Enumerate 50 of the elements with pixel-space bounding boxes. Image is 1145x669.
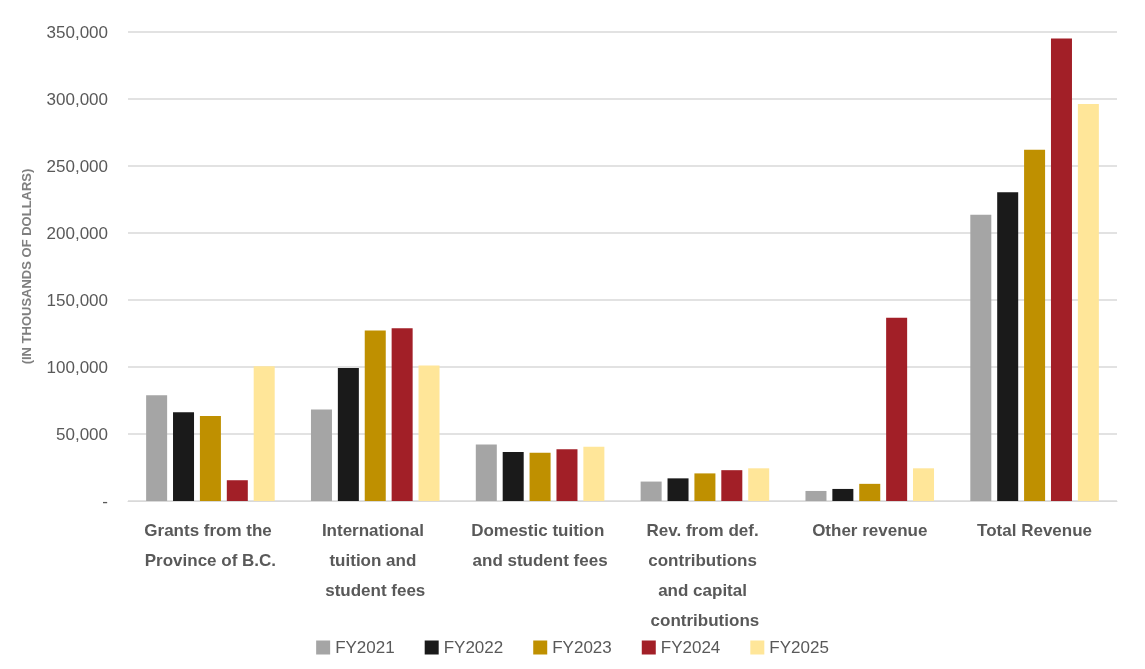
x-tick-label: International tuition and student fees — [321, 520, 429, 600]
bar — [556, 449, 578, 501]
bar — [694, 473, 716, 501]
y-tick-label: 300,000 — [46, 89, 108, 109]
bar — [1024, 149, 1046, 501]
x-tick-label: Domestic tuition and student fees — [471, 520, 610, 570]
bar — [364, 330, 386, 501]
y-tick-label: - — [102, 491, 108, 511]
legend-label: FY2021 — [335, 638, 395, 657]
bar — [859, 483, 881, 501]
bar — [146, 395, 168, 501]
bar — [913, 468, 935, 501]
bar — [529, 452, 551, 501]
bar — [226, 480, 248, 501]
bar — [721, 470, 743, 501]
bar — [997, 192, 1019, 501]
y-tick-label: 350,000 — [46, 22, 108, 42]
bar — [337, 368, 359, 501]
legend-label: FY2025 — [769, 638, 829, 657]
bar — [805, 490, 827, 501]
bar — [253, 366, 275, 501]
bar — [391, 328, 413, 501]
bar — [173, 412, 195, 501]
y-tick-label: 50,000 — [56, 424, 108, 444]
y-axis-title: (IN THOUSANDS OF DOLLARS) — [19, 168, 34, 365]
bar — [199, 416, 221, 501]
bar — [310, 409, 332, 501]
x-tick-label: Grants from the Province of B.C. — [144, 520, 277, 570]
bar — [832, 488, 854, 501]
bar — [502, 452, 524, 501]
x-tick-label: Total Revenue — [977, 520, 1093, 540]
x-tick-label: Other revenue — [812, 520, 928, 540]
bar — [640, 481, 662, 501]
bar — [418, 365, 440, 501]
bar — [1050, 38, 1072, 501]
bar — [583, 446, 605, 501]
y-tick-label: 150,000 — [46, 290, 108, 310]
x-tick-label: Rev. from def. contributions and capital contributions — [646, 520, 764, 630]
bar — [667, 478, 689, 501]
legend-label: FY2022 — [443, 638, 504, 657]
y-tick-label: 100,000 — [46, 357, 108, 377]
bar — [1077, 103, 1099, 501]
legend-label: FY2024 — [660, 638, 721, 657]
bar — [970, 214, 992, 501]
bar — [475, 444, 497, 501]
y-tick-label: 250,000 — [46, 156, 108, 176]
y-tick-label: 200,000 — [46, 223, 108, 243]
bar — [886, 317, 908, 501]
legend-label: FY2023 — [552, 638, 612, 657]
bar — [748, 468, 770, 501]
